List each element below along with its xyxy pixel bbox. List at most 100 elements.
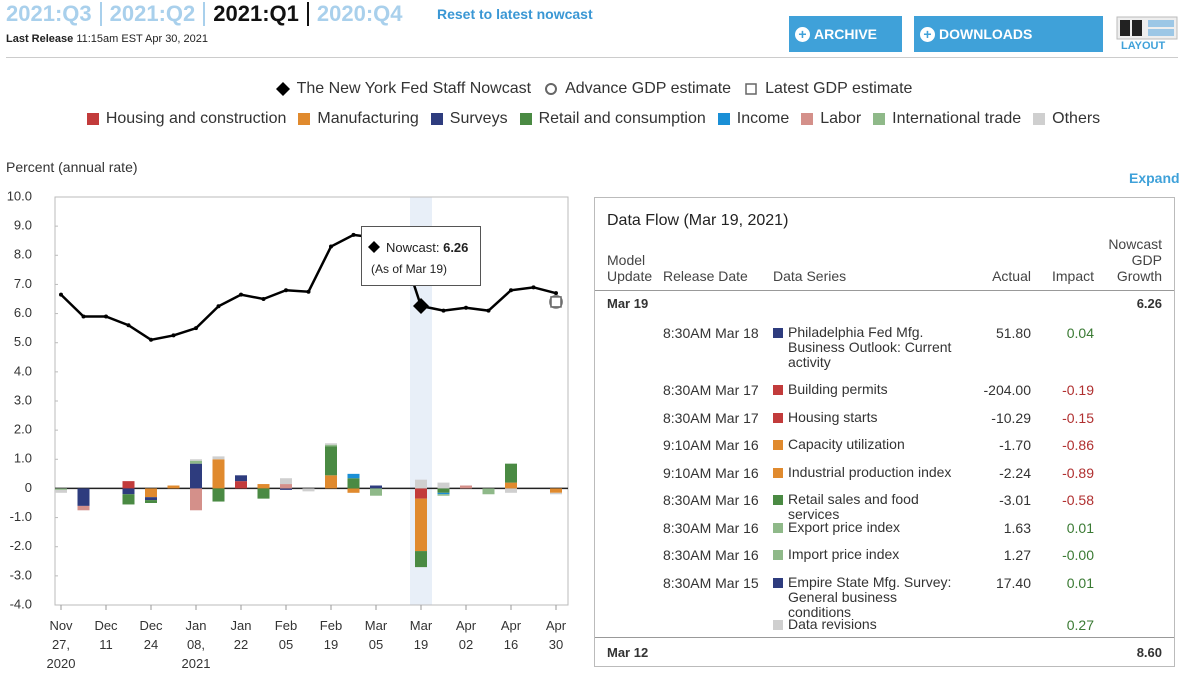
impact: -0.58	[1062, 492, 1094, 508]
bar-segment	[280, 478, 292, 485]
legend-item: Income	[717, 110, 789, 128]
nowcast-point	[126, 323, 131, 328]
series-swatch	[773, 413, 783, 423]
plot-frame	[54, 196, 569, 606]
quarter-tab[interactable]: 2021:Q1	[205, 2, 309, 26]
actual: 1.27	[1003, 547, 1031, 563]
series-swatch	[773, 440, 783, 450]
legend-label: Retail and consumption	[538, 110, 706, 127]
bar-segment	[302, 488, 315, 492]
bar-segment	[437, 492, 450, 495]
plus-icon: +	[795, 26, 810, 42]
bar-segment	[505, 482, 517, 489]
bar-segment	[415, 551, 427, 568]
release-date: 8:30AM Mar 17	[663, 410, 759, 426]
tooltip-icon	[368, 241, 380, 253]
nowcast-point	[306, 289, 311, 294]
y-tick-label: 5.0	[14, 334, 32, 349]
button-label: ARCHIVE	[814, 26, 878, 42]
release-time: 11:15am EST Apr 30, 2021	[76, 33, 209, 45]
legend-item: Retail and consumption	[519, 110, 706, 128]
nowcast-point	[413, 297, 429, 314]
impact: 0.01	[1066, 520, 1094, 536]
expand-link[interactable]: Expand	[1129, 170, 1180, 186]
y-tick-label: 1.0	[14, 451, 32, 466]
legend-swatch	[430, 113, 443, 125]
column-header: Release Date	[663, 268, 748, 284]
bar-segment	[235, 475, 247, 482]
series-swatch	[773, 620, 783, 630]
bar-segment	[347, 478, 360, 489]
nowcast-point	[509, 288, 513, 293]
y-axis-title: Percent (annual rate)	[6, 159, 138, 175]
release-date: 8:30AM Mar 18	[663, 325, 759, 341]
data-series: Import price index	[788, 546, 900, 562]
button-label: DOWNLOADS	[939, 26, 1033, 42]
bar-segment	[437, 482, 450, 489]
data-series: Building permits	[788, 381, 888, 397]
release-date: 8:30AM Mar 16	[663, 520, 759, 536]
chart: 10.0 9.0 8.0 7.0 6.0 5.0 4.0 3.0 2.0 1.0 0 -1.0 -2.0…	[7, 188, 569, 611]
archive-button[interactable]: + ARCHIVE	[789, 16, 902, 52]
icon-pane	[1132, 20, 1142, 36]
bar-segment	[280, 484, 292, 489]
nowcast-point	[104, 314, 108, 319]
bar-segment	[415, 498, 427, 552]
layout-icon[interactable]	[1116, 16, 1178, 40]
series-swatch	[773, 328, 783, 338]
y-tick-label: -2.0	[10, 538, 32, 553]
series-swatch	[773, 578, 783, 588]
impact: 0.01	[1066, 575, 1094, 591]
bar-segment	[347, 473, 360, 479]
quarter-tab[interactable]: 2021:Q3	[6, 2, 102, 26]
series-swatch	[773, 550, 783, 560]
divider	[6, 57, 1178, 58]
quarter-tab[interactable]: 2021:Q2	[102, 2, 206, 26]
update-date: Mar 12	[607, 645, 649, 660]
bar-segment	[145, 497, 157, 501]
impact: -0.89	[1062, 465, 1094, 481]
release-date: 8:30AM Mar 16	[663, 547, 759, 563]
legend-item: Others	[1033, 110, 1100, 128]
bar-segment	[257, 488, 270, 499]
downloads-button[interactable]: + DOWNLOADS	[914, 16, 1103, 52]
x-tick-label: Dec 11	[94, 618, 118, 652]
actual: -1.70	[999, 437, 1031, 453]
impact: 0.27	[1066, 617, 1094, 633]
series-swatch	[773, 495, 783, 505]
y-tick-label: 2.0	[14, 422, 32, 437]
data-series: Philadelphia Fed Mfg. Business Outlook: …	[788, 324, 952, 370]
quarter-tab[interactable]: 2020:Q4	[316, 1, 403, 26]
bar-segment	[212, 456, 225, 460]
legend-label: Advance GDP estimate	[565, 80, 732, 97]
bar-segment	[167, 485, 180, 489]
legend-item: Labor	[801, 110, 861, 128]
data-series: Capacity utilization	[788, 436, 905, 452]
tooltip-note: (As of Mar 19)	[371, 262, 448, 276]
legend-swatch	[1033, 113, 1046, 125]
nowcast-point	[329, 244, 333, 249]
layout-label[interactable]: LAYOUT	[1121, 40, 1166, 52]
x-tick-label: Mar 05	[364, 618, 388, 652]
impact: -0.15	[1062, 410, 1094, 426]
series-swatch	[773, 523, 783, 533]
quarter-tabs: 2021:Q3 2021:Q2 2021:Q1 2020:Q4	[6, 2, 411, 26]
y-tick-label: 3.0	[14, 392, 32, 407]
bar-segment	[122, 494, 135, 505]
legend-label: Housing and construction	[105, 110, 287, 127]
bar-segment	[482, 488, 495, 495]
nowcast-point	[261, 297, 266, 301]
impact: -0.86	[1062, 437, 1094, 453]
nowcast-point	[149, 337, 153, 342]
group-rule	[595, 637, 1174, 638]
data-series: Empire State Mfg. Survey: General busine…	[788, 574, 952, 620]
bar-segment	[77, 488, 90, 506]
reset-link[interactable]: Reset to latest nowcast	[437, 6, 593, 22]
latest-gdp-marker	[550, 296, 562, 308]
release-date: 9:10AM Mar 16	[663, 437, 759, 453]
nowcast-point	[81, 314, 86, 319]
bar-segment	[415, 479, 427, 489]
legend-marker	[745, 83, 757, 95]
legend-swatch	[717, 113, 730, 125]
bar-segment	[190, 463, 202, 489]
